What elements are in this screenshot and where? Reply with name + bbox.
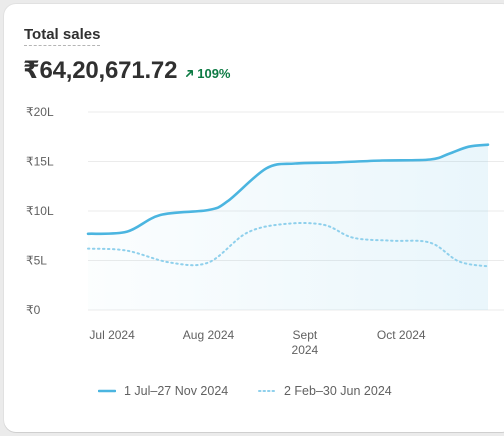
series-area-current — [88, 144, 488, 310]
chart-legend: 1 Jul–27 Nov 2024 2 Feb–30 Jun 2024 — [0, 384, 504, 404]
change-badge: 109% — [185, 66, 230, 81]
metric-row: ₹64,20,671.72 109% — [23, 56, 230, 85]
y-tick-label: ₹0 — [26, 303, 41, 317]
total-sales-value: ₹64,20,671.72 — [23, 57, 178, 84]
legend-item-current[interactable]: 1 Jul–27 Nov 2024 — [98, 384, 228, 398]
change-percent: 109% — [197, 66, 231, 81]
solid-line-icon — [98, 389, 116, 393]
card-title[interactable]: Total sales — [24, 26, 101, 46]
x-tick-label: Sept 2024 — [292, 328, 319, 357]
y-tick-label: ₹15L — [26, 155, 54, 169]
series-line-current[interactable] — [86, 143, 490, 236]
y-tick-label: ₹10L — [26, 204, 54, 218]
legend-label-comparison: 2 Feb–30 Jun 2024 — [284, 384, 392, 398]
x-tick-label: Oct 2024 — [377, 328, 426, 342]
arrow-up-right-icon — [186, 69, 194, 78]
sales-line-chart: ₹0 ₹5L ₹10L ₹15L ₹20L Jul 2024 Aug 2024 Sept 20… — [26, 105, 504, 357]
series-line-comparison[interactable] — [87, 222, 489, 268]
x-tick-label: Jul 2024 — [89, 328, 135, 342]
dotted-line-icon — [258, 390, 276, 392]
legend-item-comparison[interactable]: 2 Feb–30 Jun 2024 — [258, 384, 392, 398]
x-tick-label: Aug 2024 — [183, 328, 235, 342]
legend-label-current: 1 Jul–27 Nov 2024 — [124, 384, 229, 398]
y-tick-label: ₹20L — [26, 105, 54, 119]
y-tick-label: ₹5L — [26, 254, 47, 268]
